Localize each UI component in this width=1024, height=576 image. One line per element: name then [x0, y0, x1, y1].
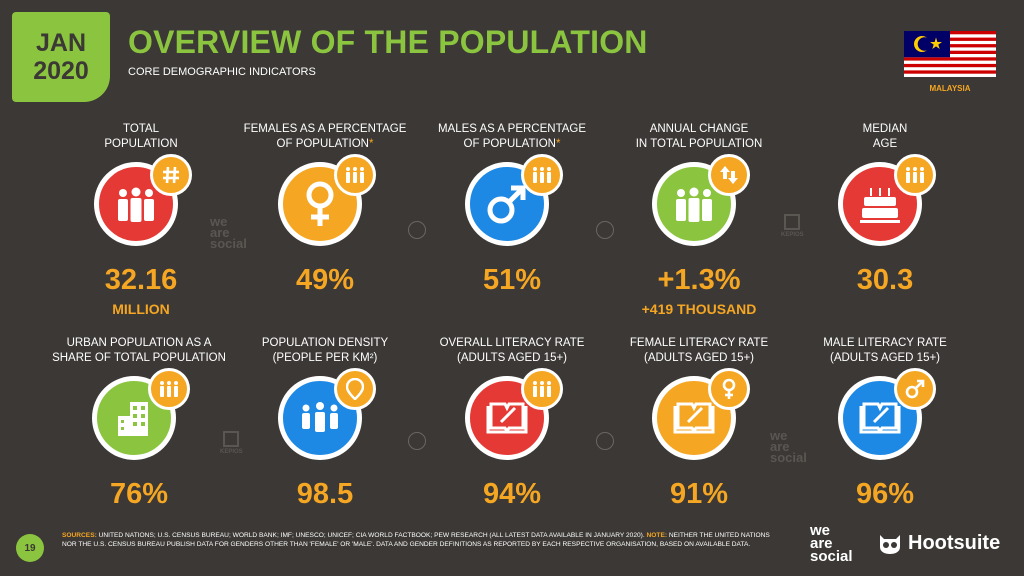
owl-icon — [596, 221, 614, 239]
note-text: NEITHER THE UNITED NATIONS NOR THE U.S. … — [62, 532, 770, 548]
stat-total-population: TOTAL POPULATION 32.16 MILLION — [46, 122, 236, 318]
stat-female-literacy: FEMALE LITERACY RATE (ADULTS AGED 15+) 9… — [604, 336, 794, 510]
kepios-watermark: KEPIOS — [220, 431, 243, 455]
stat-value: +1.3% — [657, 264, 741, 296]
book-icon — [838, 376, 922, 460]
lightbulb-icon — [596, 432, 614, 450]
building-icon — [92, 376, 176, 460]
pin-icon — [334, 368, 376, 410]
watermark-social: social — [770, 450, 807, 465]
lightbulb-icon — [408, 221, 426, 239]
we-are-social-watermark: we are social — [210, 214, 247, 251]
stat-population-density: POPULATION DENSITY (PEOPLE PER KM²) 98.5 — [230, 336, 420, 510]
stat-label-line2: (ADULTS AGED 15+) — [456, 352, 568, 364]
stat-label-line2: (ADULTS AGED 15+) — [829, 352, 941, 364]
stat-label-line1: TOTAL — [123, 123, 159, 135]
date-badge: JAN 2020 — [12, 12, 110, 102]
people-icon — [148, 368, 190, 410]
stat-label-line1: ANNUAL CHANGE — [649, 123, 749, 135]
we-are-social-watermark: we are social — [770, 428, 807, 465]
hootsuite-logo: Hootsuite — [878, 532, 1000, 555]
stat-label-line2: (PEOPLE PER KM²) — [272, 352, 378, 364]
stat-value: 49% — [295, 264, 355, 296]
watermark-are: are — [770, 439, 790, 454]
stat-label-line1: OVERALL LITERACY RATE — [439, 337, 585, 349]
stat-label-line1: MALES AS A PERCENTAGE — [437, 123, 587, 135]
logo-social: social — [810, 548, 853, 565]
hootsuite-label: Hootsuite — [908, 532, 1001, 554]
stat-label-line1: URBAN POPULATION AS A — [66, 337, 212, 349]
kepios-watermark: KEPIOS — [781, 214, 804, 238]
stat-male-literacy: MALE LITERACY RATE (ADULTS AGED 15+) 96% — [790, 336, 980, 510]
stat-value: 76% — [109, 478, 169, 510]
watermark-we: we — [210, 214, 228, 229]
stat-value: 30.3 — [856, 264, 914, 296]
date-year: 2020 — [33, 57, 89, 85]
stat-label-line1: POPULATION DENSITY — [261, 337, 389, 349]
stat-label-line2: OF POPULATION — [276, 138, 369, 150]
country-label: MALAYSIA — [929, 84, 971, 93]
stat-value: 51% — [482, 264, 542, 296]
male-icon — [465, 162, 549, 246]
people-icon — [521, 154, 563, 196]
people-icon — [94, 162, 178, 246]
kepios-label: KEPIOS — [781, 232, 804, 238]
stat-label-line1: MEDIAN — [862, 123, 908, 135]
stat-value: 98.5 — [296, 478, 354, 510]
stat-value: 32.16 — [104, 264, 178, 296]
stat-label-line1: FEMALE LITERACY RATE — [629, 337, 769, 349]
stat-value: 96% — [855, 478, 915, 510]
page-title: OVERVIEW OF THE POPULATION — [128, 24, 648, 60]
owl-icon — [408, 432, 426, 450]
stat-value: 94% — [482, 478, 542, 510]
stat-urban-population: URBAN POPULATION AS A SHARE OF TOTAL POP… — [44, 336, 234, 510]
kepios-icon — [784, 214, 801, 230]
sources-label: SOURCES: — [62, 532, 97, 539]
kepios-label: KEPIOS — [220, 449, 243, 455]
stat-label-line2: SHARE OF TOTAL POPULATION — [52, 352, 226, 364]
people-icon — [894, 154, 936, 196]
note-label: NOTE: — [646, 532, 668, 539]
malaysia-flag-icon — [904, 31, 996, 77]
asterisk: * — [368, 138, 374, 150]
arrows-icon — [708, 154, 750, 196]
owl-icon — [880, 534, 900, 554]
stat-label-line2: IN TOTAL POPULATION — [635, 138, 763, 150]
stat-label-line1: FEMALES AS A PERCENTAGE — [243, 123, 407, 135]
stat-label-line2: OF POPULATION — [463, 138, 556, 150]
sources-text: UNITED NATIONS; U.S. CENSUS BUREAU; WORL… — [96, 532, 647, 539]
stat-females-percentage: FEMALES AS A PERCENTAGE OF POPULATION* 4… — [230, 122, 420, 296]
sources-note: SOURCES: UNITED NATIONS; U.S. CENSUS BUR… — [62, 531, 782, 549]
we-are-social-logo: we are social — [810, 522, 853, 565]
asterisk: * — [555, 138, 561, 150]
date-month: JAN — [35, 29, 86, 57]
stat-label-line2: POPULATION — [104, 138, 178, 150]
stat-label-line1: MALE LITERACY RATE — [823, 337, 947, 349]
watermark-are: are — [210, 225, 230, 240]
stat-sub: +419 THOUSAND — [641, 301, 757, 317]
female-icon — [278, 162, 362, 246]
stat-annual-change: ANNUAL CHANGE IN TOTAL POPULATION +1.3% … — [604, 122, 794, 318]
stat-label-line2: (ADULTS AGED 15+) — [643, 352, 755, 364]
kepios-icon — [223, 431, 240, 447]
stat-males-percentage: MALES AS A PERCENTAGE OF POPULATION* 51% — [417, 122, 607, 296]
stat-sub: MILLION — [112, 301, 170, 317]
stat-value: 91% — [669, 478, 729, 510]
male-icon — [894, 368, 936, 410]
stat-median-age: MEDIAN AGE 30.3 — [790, 122, 980, 296]
female-icon — [708, 368, 750, 410]
logo-we: we — [810, 522, 831, 539]
stat-overall-literacy: OVERALL LITERACY RATE (ADULTS AGED 15+) … — [417, 336, 607, 510]
logo-are: are — [810, 535, 833, 552]
people-icon — [334, 154, 376, 196]
stat-label-line2: AGE — [872, 138, 898, 150]
hash-icon — [150, 154, 192, 196]
watermark-we: we — [770, 428, 788, 443]
watermark-social: social — [210, 236, 247, 251]
page-subtitle: CORE DEMOGRAPHIC INDICATORS — [128, 66, 316, 78]
people-icon — [521, 368, 563, 410]
page-number: 19 — [16, 534, 44, 562]
